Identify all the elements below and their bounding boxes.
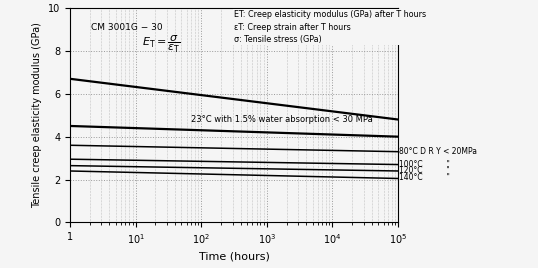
Text: 140°C          ": 140°C ": [399, 173, 450, 182]
Text: 100°C          ": 100°C ": [399, 160, 450, 169]
X-axis label: Time (hours): Time (hours): [199, 251, 270, 262]
Text: 120°C          ": 120°C ": [399, 166, 450, 175]
Text: 80°C D R Y < 20MPa: 80°C D R Y < 20MPa: [399, 147, 477, 156]
Text: $E_{\rm T} = \dfrac{\sigma}{\varepsilon_{\rm T}}$: $E_{\rm T} = \dfrac{\sigma}{\varepsilon_…: [142, 34, 181, 55]
Text: 23°C with 1.5% water absorption < 30 MPa: 23°C with 1.5% water absorption < 30 MPa: [192, 115, 373, 124]
Text: CM 3001G − 30: CM 3001G − 30: [91, 23, 163, 32]
Text: ET: Creep elasticity modulus (GPa) after T hours
εT: Creep strain after T hours
: ET: Creep elasticity modulus (GPa) after…: [234, 10, 426, 44]
Y-axis label: Tensile creep elasticity modulus (GPa): Tensile creep elasticity modulus (GPa): [32, 22, 43, 208]
